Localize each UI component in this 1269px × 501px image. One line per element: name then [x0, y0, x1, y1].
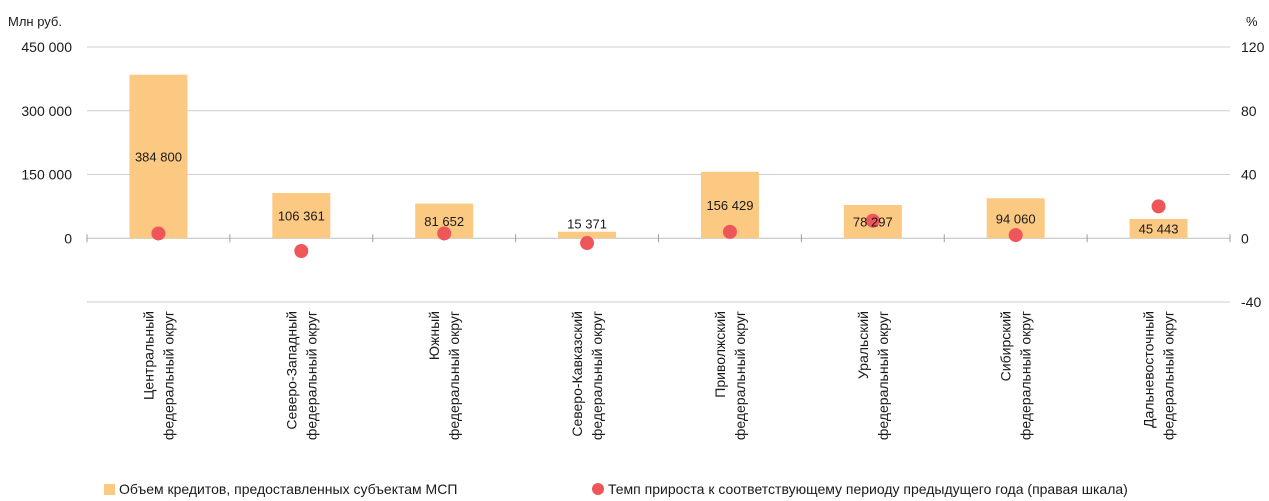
growth-dot [580, 236, 595, 251]
left-axis-tick-label: 0 [64, 230, 72, 246]
right-axis-tick-label: 80 [1241, 103, 1257, 119]
growth-dot [1151, 199, 1166, 214]
growth-dot [437, 226, 452, 241]
bar-value-label: 156 429 [706, 198, 753, 213]
growth-dot [294, 244, 309, 258]
data-labels: 384 800 106 361 81 652 15 371 156 429 78 297 9… [135, 149, 1179, 236]
bar [129, 74, 188, 239]
right-axis-tick-label: -40 [1241, 294, 1261, 310]
chart-area: 450 000 300 000 150 000 0 Млн руб. 120 80 40 0 -4… [8, 14, 1265, 440]
category-label: Приволжский [712, 311, 728, 398]
category-label: Сибирский [998, 311, 1014, 381]
growth-markers [151, 199, 1166, 258]
bar-value-label: 45 443 [1139, 222, 1179, 237]
bar-value-label: 94 060 [996, 211, 1036, 226]
category-label: Южный [426, 311, 442, 360]
bar-value-label: 78 297 [853, 215, 893, 230]
left-axis-tick-label: 300 000 [21, 103, 72, 119]
bar [1129, 218, 1188, 239]
legend-label-volume: Объем кредитов, предоставленных субъекта… [119, 481, 458, 497]
category-label: федеральный округ [589, 311, 605, 440]
right-axis-unit: % [1246, 14, 1258, 29]
growth-dot [1008, 228, 1023, 243]
bar-value-label: 15 371 [567, 217, 607, 232]
gridlines [87, 46, 1230, 303]
legend-item-volume: Объем кредитов, предоставленных субъекта… [104, 481, 457, 497]
category-label: федеральный округ [446, 311, 462, 440]
legend-swatch-bar [104, 483, 115, 495]
bar-value-label: 81 652 [424, 214, 464, 229]
category-label: федеральный округ [875, 311, 891, 440]
category-label: федеральный округ [732, 311, 748, 440]
category-labels: Центральный федеральный округ Северо-Запад… [140, 311, 1176, 440]
legend-item-growth: Темп прироста к соответствующему периоду… [592, 481, 1128, 497]
category-label: Северо-Западный [283, 311, 299, 430]
right-axis-tick-label: 0 [1241, 230, 1249, 246]
right-axis-tick-label: 40 [1241, 167, 1257, 183]
growth-dot [151, 226, 166, 241]
bar-value-label: 106 361 [278, 209, 325, 224]
category-label: федеральный округ [1161, 311, 1177, 440]
left-axis-unit: Млн руб. [8, 14, 62, 29]
axes: 450 000 300 000 150 000 0 Млн руб. 120 80 40 0 -4… [8, 14, 1265, 310]
category-label: федеральный округ [160, 311, 176, 440]
left-axis-tick-label: 450 000 [21, 39, 72, 55]
growth-dot [865, 213, 880, 228]
category-label: Дальневосточный [1141, 311, 1157, 428]
category-label: Уральский [855, 311, 871, 379]
left-axis-tick-label: 150 000 [21, 167, 72, 183]
bar [558, 231, 617, 239]
category-label: Центральный [140, 311, 156, 400]
growth-dot [722, 224, 737, 239]
right-axis-tick-label: 120 [1241, 39, 1265, 55]
legend-label-growth: Темп прироста к соответствующему периоду… [608, 481, 1128, 497]
category-label: федеральный округ [1018, 311, 1034, 440]
legend-swatch-dot [592, 483, 604, 495]
bar [272, 193, 331, 239]
bar-value-label: 384 800 [135, 149, 182, 164]
category-label: Северо-Кавказский [569, 311, 585, 437]
category-label: федеральный округ [303, 311, 319, 440]
